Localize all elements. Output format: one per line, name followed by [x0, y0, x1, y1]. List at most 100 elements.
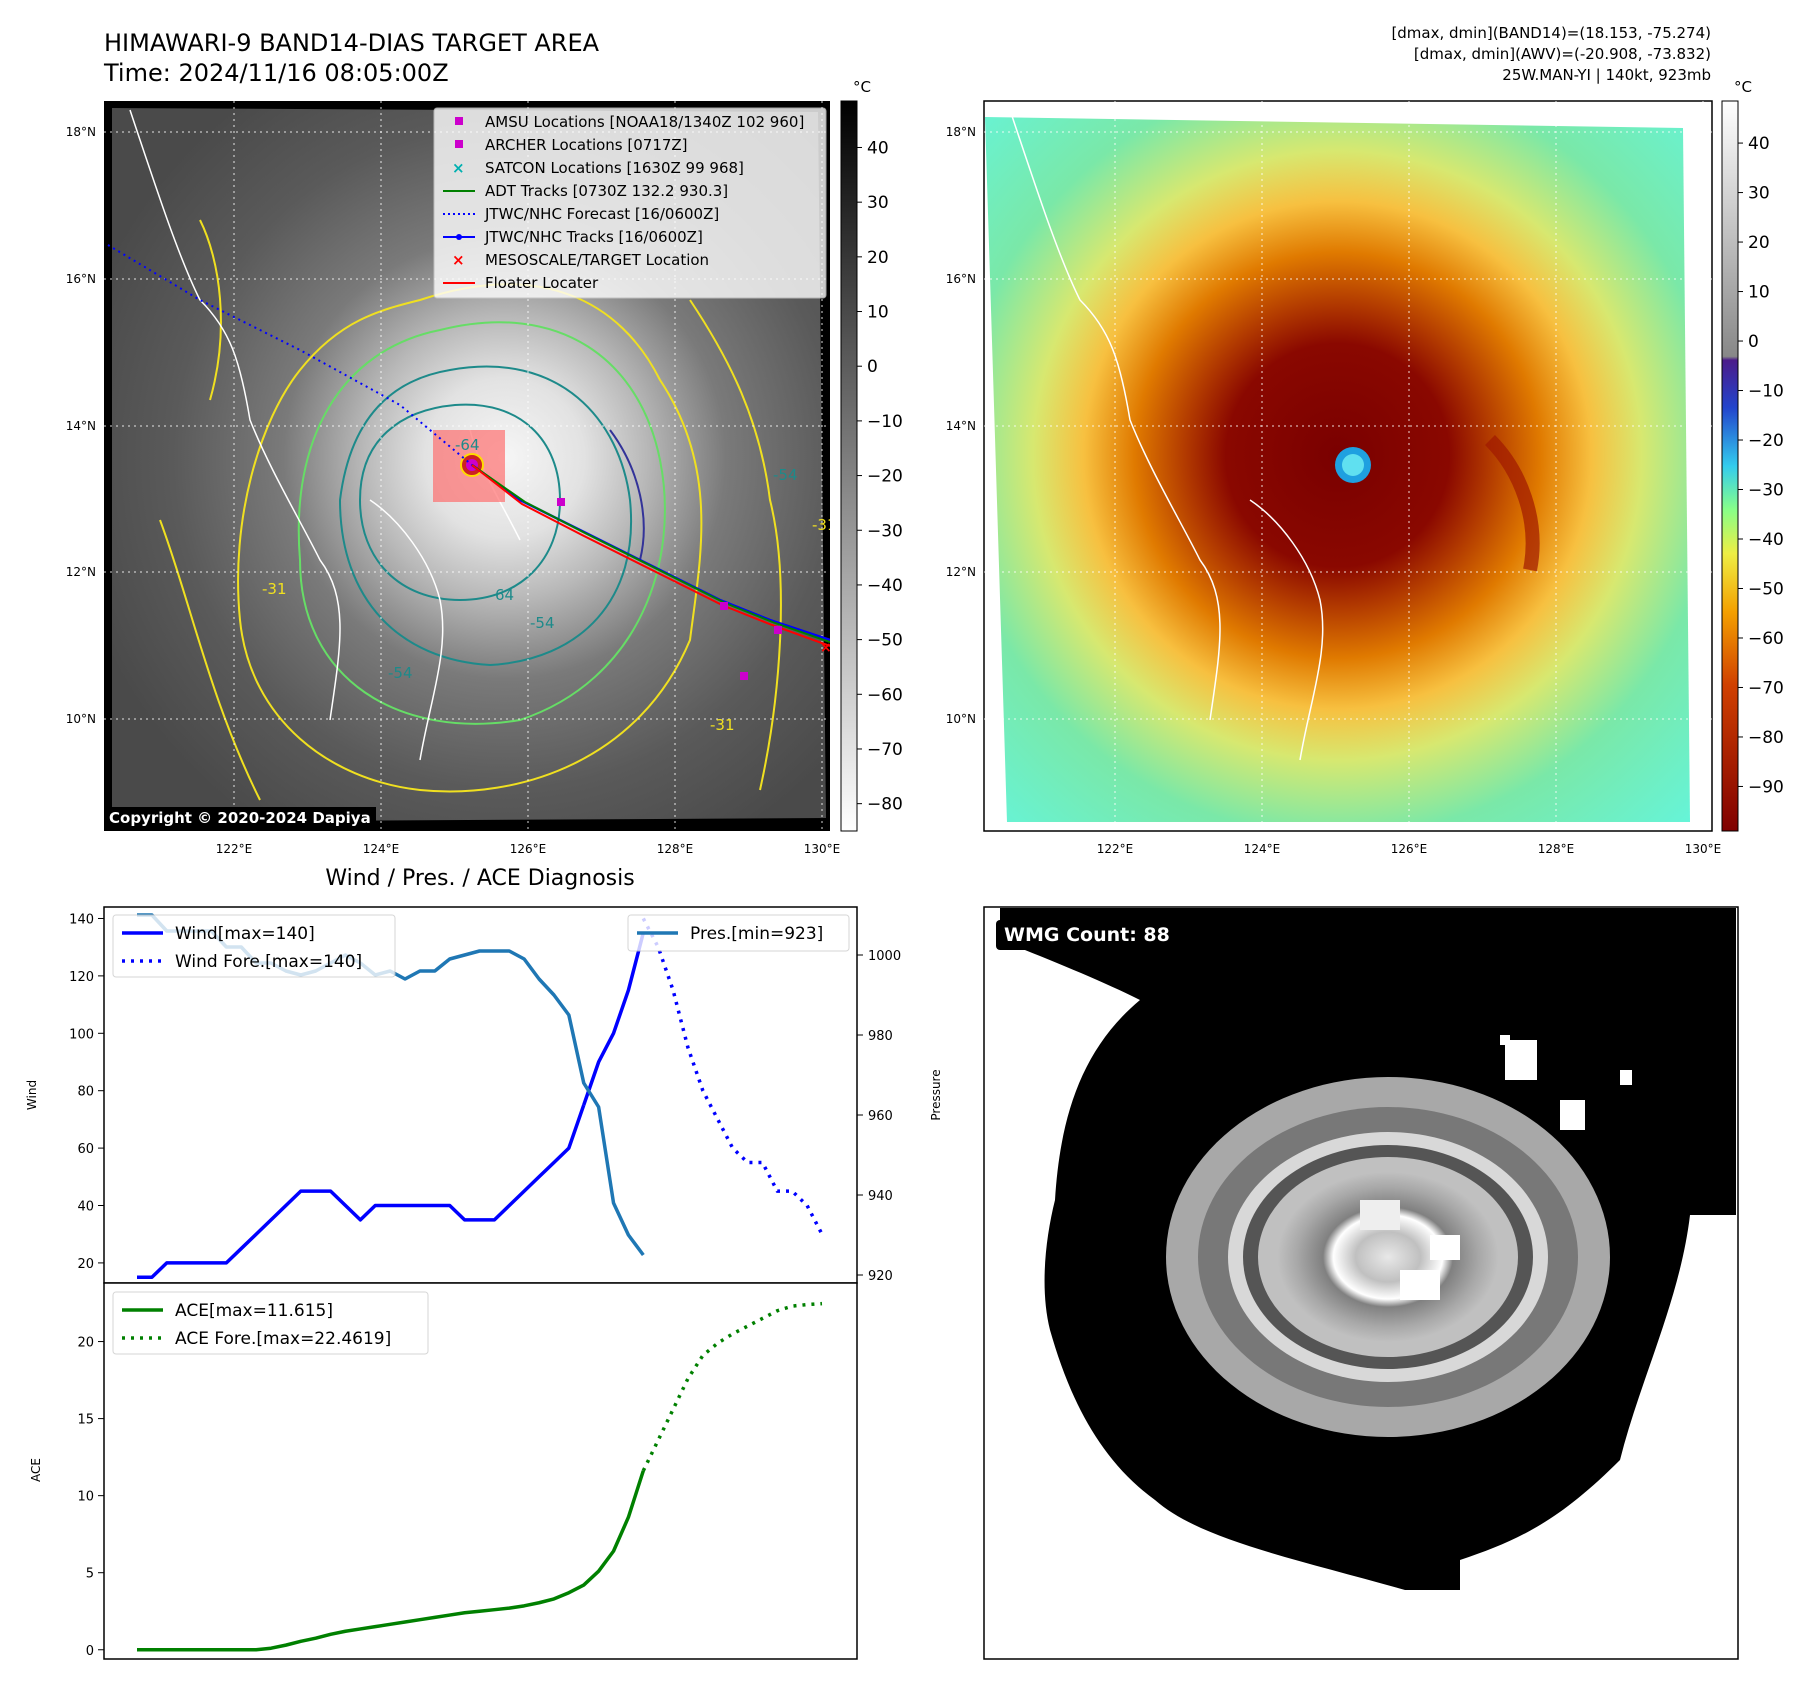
target-x-marker: × — [820, 640, 832, 656]
lat-label: 16°N — [66, 272, 96, 286]
wind-axis-label: Wind — [25, 1080, 39, 1110]
svg-text:×: × — [452, 251, 465, 269]
right-colorbar-tick-label: −80 — [1748, 728, 1784, 748]
legend-pressure: Pres.[min=923] — [690, 924, 823, 944]
legend-archer: ARCHER Locations [0717Z] — [485, 136, 688, 154]
left-colorbar-tick-label: −70 — [867, 740, 903, 760]
pressure-tick-label: 940 — [868, 1189, 893, 1204]
wmg-count-badge: WMG Count: 88 — [996, 920, 1178, 950]
series-line-wind — [137, 1104, 586, 1280]
wind-legend: Wind[max=140] Wind Fore.[max=140] — [112, 914, 396, 978]
wind-tick-label: 60 — [77, 1142, 94, 1157]
right-colorbar-tick-label: −30 — [1748, 481, 1784, 501]
pressure-axis-label: Pressure — [929, 1069, 943, 1120]
legend-satcon: SATCON Locations [1630Z 99 968] — [485, 159, 744, 177]
right-colorbar-tick-label: 0 — [1748, 332, 1759, 352]
legend-amsu: AMSU Locations [NOAA18/1340Z 102 960] — [485, 113, 804, 131]
lon-label: 124°E — [363, 842, 400, 856]
right-colorbar-tick-label: 20 — [1748, 233, 1770, 253]
lat-label: 14°N — [946, 419, 976, 433]
pressure-legend: Pres.[min=923] — [627, 914, 850, 952]
right-colorbar-unit: °C — [1734, 78, 1752, 96]
contour-label: -31 — [710, 716, 735, 734]
right-colorbar-tick-label: −70 — [1748, 678, 1784, 698]
lon-label: 130°E — [1685, 842, 1722, 856]
lat-label: 18°N — [66, 125, 96, 139]
lon-label: 126°E — [510, 842, 547, 856]
pressure-tick-label: 1000 — [868, 949, 901, 964]
lon-label: 128°E — [1538, 842, 1575, 856]
series-line-wind-cont — [582, 932, 645, 1106]
contour-label: -31 — [262, 580, 287, 598]
ir-color-map — [983, 100, 1713, 832]
right-colorbar-tick-label: −20 — [1748, 431, 1784, 451]
ace-tick-label: 15 — [77, 1413, 94, 1428]
title-line-2: Time: 2024/11/16 08:05:00Z — [103, 59, 449, 87]
left-colorbar-tick-label: 40 — [867, 138, 889, 158]
contour-label: -31 — [812, 516, 837, 534]
legend-wind: Wind[max=140] — [175, 924, 315, 944]
wind-tick-label: 20 — [77, 1257, 94, 1272]
floater-track — [471, 464, 830, 647]
lon-label: 122°E — [1097, 842, 1134, 856]
archer-marker — [774, 626, 782, 634]
ace-tick-label: 10 — [77, 1490, 94, 1505]
left-colorbar-tick-label: −60 — [867, 685, 903, 705]
wind-pressure-chart: Wind Pressure 140 120 100 80 60 40 20 1000 980 9… — [25, 906, 943, 1284]
info-line-3: 25W.MAN-YI | 140kt, 923mb — [1502, 66, 1711, 84]
lat-label: 12°N — [66, 565, 96, 579]
lon-label: 126°E — [1391, 842, 1428, 856]
left-colorbar-tick-label: −40 — [867, 576, 903, 596]
left-colorbar: °C 40 30 20 10 0 −10 −20 −30 −40 −50 −60 −70 −80 — [840, 78, 903, 832]
wind-tick-label: 100 — [69, 1027, 94, 1042]
ace-legend: ACE[max=11.615] ACE Fore.[max=22.4619] — [112, 1291, 429, 1355]
wind-tick-label: 80 — [77, 1085, 94, 1100]
lat-label: 10°N — [946, 712, 976, 726]
right-colorbar-tick-label: −90 — [1748, 777, 1784, 797]
lon-label: 124°E — [1244, 842, 1281, 856]
info-line-1: [dmax, dmin](BAND14)=(18.153, -75.274) — [1391, 24, 1711, 42]
left-colorbar-tick-label: −20 — [867, 467, 903, 487]
left-colorbar-tick-label: 30 — [867, 193, 889, 213]
legend-jtwc-forecast: JTWC/NHC Forecast [16/0600Z] — [484, 205, 719, 223]
left-colorbar-tick-label: 0 — [867, 357, 878, 377]
left-colorbar-tick-label: −10 — [867, 412, 903, 432]
contour-label: 64 — [495, 586, 514, 604]
right-colorbar-tick-label: 40 — [1748, 134, 1770, 154]
ace-axis-label: ACE — [29, 1458, 43, 1482]
legend-jtwc-tracks: JTWC/NHC Tracks [16/0600Z] — [484, 228, 703, 246]
pressure-tick-label: 980 — [868, 1029, 893, 1044]
contour-label: -64 — [455, 436, 480, 454]
lat-label: 16°N — [946, 272, 976, 286]
info-line-2: [dmax, dmin](AWV)=(-20.908, -73.832) — [1414, 45, 1711, 63]
ace-tick-label: 5 — [86, 1567, 94, 1582]
contour-label: -54 — [530, 614, 555, 632]
pressure-tick-label: 920 — [868, 1269, 893, 1284]
lat-label: 18°N — [946, 125, 976, 139]
lat-label: 14°N — [66, 419, 96, 433]
lon-label: 122°E — [216, 842, 253, 856]
left-colorbar-tick-label: −30 — [867, 521, 903, 541]
legend-mesoscale: MESOSCALE/TARGET Location — [485, 251, 709, 269]
left-colorbar-tick-label: −80 — [867, 795, 903, 815]
map-legend: AMSU Locations [NOAA18/1340Z 102 960] AR… — [433, 107, 827, 299]
wind-tick-label: 120 — [69, 970, 94, 985]
copyright-label: Copyright © 2020-2024 Dapiya — [104, 807, 376, 829]
wind-tick-label: 40 — [77, 1200, 94, 1215]
right-colorbar: °C 40 30 20 10 0 −10 −20 −30 −40 −50 −60 −70 −80 −90 — [1721, 78, 1784, 832]
legend-adt: ADT Tracks [0730Z 132.2 930.3] — [485, 182, 728, 200]
ir-grayscale-map: × -64 -54 -54 64 -54 -31 -31 -31 AMSU Lo… — [104, 101, 837, 831]
diagnosis-title: Wind / Pres. / ACE Diagnosis — [325, 866, 634, 891]
ace-chart: ACE 20 15 10 5 0 ACE[max=11.615] ACE Fore.[m… — [29, 1282, 858, 1660]
legend-wind-forecast: Wind Fore.[max=140] — [175, 952, 362, 972]
svg-text:×: × — [452, 159, 465, 177]
legend-ace-forecast: ACE Fore.[max=22.4619] — [175, 1329, 391, 1349]
right-colorbar-tick-label: 30 — [1748, 184, 1770, 204]
lat-label: 10°N — [66, 712, 96, 726]
archer-marker — [740, 672, 748, 680]
right-colorbar-tick-label: 10 — [1748, 283, 1770, 303]
right-colorbar-tick-label: −50 — [1748, 579, 1784, 599]
contour-label: -54 — [773, 466, 798, 484]
amsu-marker — [557, 498, 565, 506]
